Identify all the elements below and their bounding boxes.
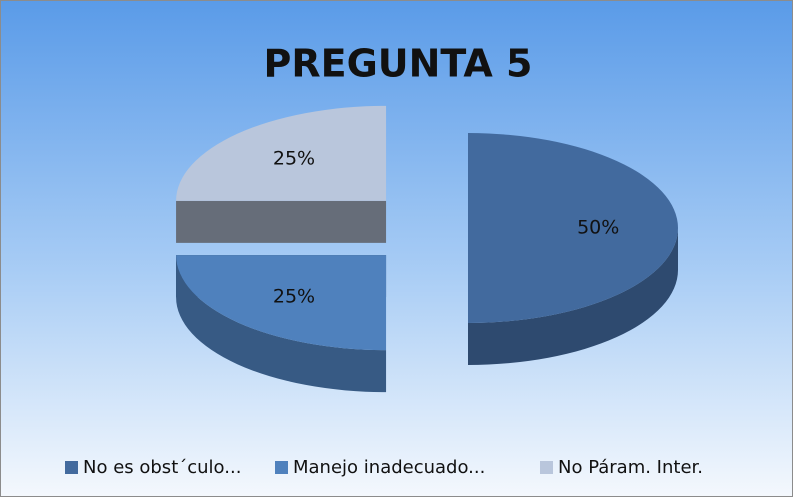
data-label: 25% <box>273 285 315 307</box>
legend-label: Manejo inadecuado... <box>293 457 485 478</box>
legend-swatch <box>65 461 78 474</box>
slice-side <box>176 200 387 243</box>
slice-wall <box>468 228 678 365</box>
legend-swatch <box>540 461 553 474</box>
chart-title: PREGUNTA 5 <box>264 42 533 86</box>
slice <box>176 255 387 351</box>
data-label: 50% <box>577 217 619 239</box>
slice <box>468 133 678 323</box>
slice-wall <box>176 255 387 393</box>
data-label: 25% <box>273 148 315 170</box>
legend-label: No es obst´culo... <box>83 457 241 478</box>
legend-label: No Páram. Inter. <box>558 457 703 478</box>
slice <box>176 105 387 201</box>
legend-swatch <box>275 461 288 474</box>
